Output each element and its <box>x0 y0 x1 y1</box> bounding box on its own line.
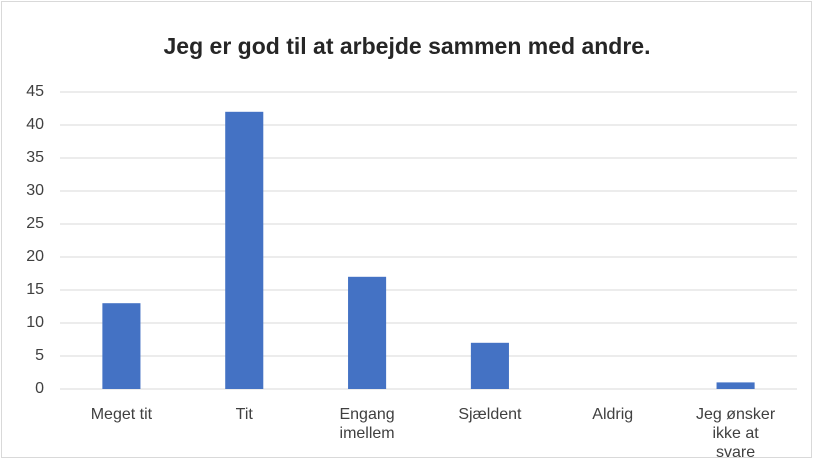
bar <box>716 382 755 389</box>
y-tick-label: 35 <box>26 149 44 166</box>
y-tick-label: 25 <box>26 215 44 232</box>
bar <box>102 303 141 389</box>
y-tick-label: 5 <box>35 347 44 364</box>
y-tick-label: 15 <box>26 281 44 298</box>
bar <box>348 276 387 389</box>
bar <box>470 342 509 389</box>
x-tick-label: Jeg ønsker ikke at svare <box>696 406 776 460</box>
bar <box>225 111 264 390</box>
y-tick-label: 20 <box>26 248 44 265</box>
chart-title: Jeg er god til at arbejde sammen med and… <box>164 33 651 59</box>
y-tick-label: 45 <box>26 83 44 100</box>
x-tick-label: Engang imellem <box>339 406 395 442</box>
x-tick-label: Sjældent <box>458 406 522 423</box>
y-tick-label: 30 <box>26 182 44 199</box>
y-tick-label: 10 <box>26 314 44 331</box>
y-tick-label: 0 <box>35 380 44 397</box>
x-tick-label: Tit <box>235 406 253 423</box>
y-tick-label: 40 <box>26 116 44 133</box>
x-tick-label: Aldrig <box>592 406 634 423</box>
x-tick-label: Meget tit <box>90 406 153 423</box>
